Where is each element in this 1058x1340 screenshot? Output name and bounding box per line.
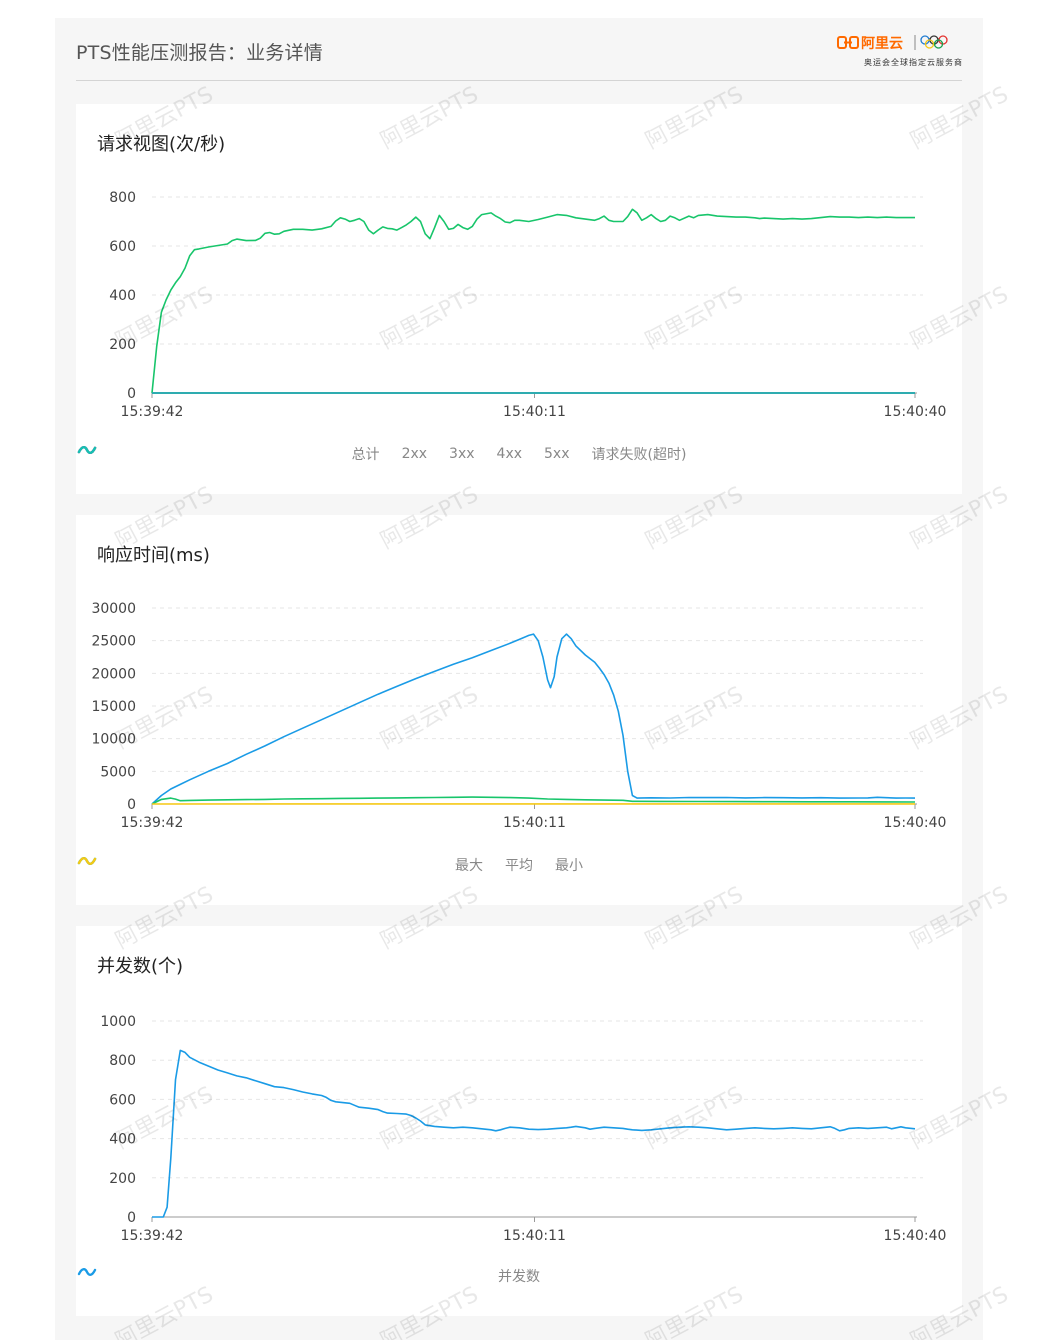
y-tick-label: 200 [109,1171,136,1187]
chart-title: 请求视图(次/秒) [97,134,226,155]
y-tick-label: 800 [109,1053,136,1069]
y-tick-label: 15000 [91,699,136,715]
x-tick-label: 15:40:40 [884,815,947,831]
concurrency-chart: 0 200 400 600 800 1000 15:39:42 15:40:11 15:40:4… [100,1014,947,1244]
y-tick-label: 600 [109,1092,136,1108]
legend-label: 请求失败(超时) [591,447,687,463]
legend-wave-path [77,1268,97,1276]
y-tick-label: 200 [109,337,136,353]
legend-label: 4xx [496,446,523,462]
legend-label: 5xx [544,446,570,462]
chart-legend: 最大 平均 最小 [76,855,962,875]
legend-label: 2xx [401,446,428,462]
concurrency-chart-panel: 并发数(个) 0 200 400 600 800 1000 15:39:42 15:40:11… [76,926,962,1316]
y-tick-label: 5000 [100,764,136,780]
x-tick-label: 15:40:11 [503,404,566,420]
report-page: PTS性能压测报告：业务详情 阿里云 奥运会全球指定云服务商 请求视图(次/秒)… [55,18,983,1340]
y-tick-label: 20000 [91,666,136,682]
y-tick-label: 0 [127,1210,136,1226]
brand-subtitle: 奥运会全球指定云服务商 [864,58,963,67]
x-tick-label: 15:40:40 [884,404,947,420]
y-tick-label: 0 [127,386,136,402]
x-tick-label: 15:40:40 [884,1228,947,1244]
x-tick-label: 15:40:11 [503,815,566,831]
legend-wave-path [77,857,97,865]
request-chart: 0 200 400 600 800 15:39:42 15:40:11 15:40:40 [109,190,947,420]
chart-title: 响应时间(ms) [97,545,210,566]
legend-item[interactable]: 并发数 [77,1266,540,1286]
brand-logo: 阿里云 奥运会全球指定云服务商 [833,30,963,70]
y-tick-label: 400 [109,1132,136,1148]
legend-wave-icon [77,446,97,454]
legend-label: 平均 [505,858,533,874]
y-tick-label: 10000 [91,732,136,748]
legend-item[interactable]: 2xx [77,444,428,464]
brand-name: 阿里云 [861,36,903,52]
legend-label: 最大 [455,858,483,874]
header-divider [76,80,962,81]
legend-item[interactable]: 平均 [77,855,533,875]
aliyun-olympic-logo-icon: 阿里云 [837,35,948,52]
legend-item[interactable]: 3xx [77,444,475,464]
x-tick-label: 15:39:42 [121,404,184,420]
y-tick-label: 800 [109,190,136,206]
series-line-1 [151,208,915,394]
legend-item[interactable]: 总计 [77,444,380,464]
x-tick-label: 15:39:42 [121,815,184,831]
page-title: PTS性能压测报告：业务详情 [76,42,323,64]
legend-item[interactable]: 最大 [77,855,483,875]
legend-label: 并发数 [498,1269,540,1285]
series-line-1 [151,796,916,805]
request-chart-panel: 请求视图(次/秒) 0 200 400 600 800 15:39:42 15:40:11 1… [76,104,962,494]
response-time-chart-panel: 响应时间(ms) 0 5000 10000 15000 20000 25000 30000 1… [76,515,962,905]
y-tick-label: 600 [109,239,136,255]
y-tick-label: 25000 [91,634,136,650]
legend-item[interactable]: 最小 [77,855,583,875]
chart-title: 并发数(个) [97,956,184,977]
chart-legend: 总计 2xx 3xx 4xx 5xx 请求失败(超时) [76,444,962,464]
legend-item[interactable]: 请求失败(超时) [77,444,687,464]
legend-label: 总计 [351,447,380,463]
legend-item[interactable]: 4xx [77,444,523,464]
y-tick-label: 30000 [91,601,136,617]
legend-wave-path [77,446,97,454]
x-tick-label: 15:39:42 [121,1228,184,1244]
response-time-chart: 0 5000 10000 15000 20000 25000 30000 15:39:42 15… [91,601,947,831]
x-tick-label: 15:40:11 [503,1228,566,1244]
y-tick-label: 400 [109,288,136,304]
chart-legend: 并发数 [76,1266,962,1286]
y-tick-label: 0 [127,797,136,813]
legend-label: 最小 [555,858,583,874]
legend-wave-icon [77,1268,97,1276]
y-tick-label: 1000 [100,1014,136,1030]
series-line-0 [151,633,916,805]
legend-item[interactable]: 5xx [77,444,570,464]
legend-wave-icon [77,857,97,865]
legend-label: 3xx [449,446,475,462]
series-line-0 [152,1049,916,1218]
